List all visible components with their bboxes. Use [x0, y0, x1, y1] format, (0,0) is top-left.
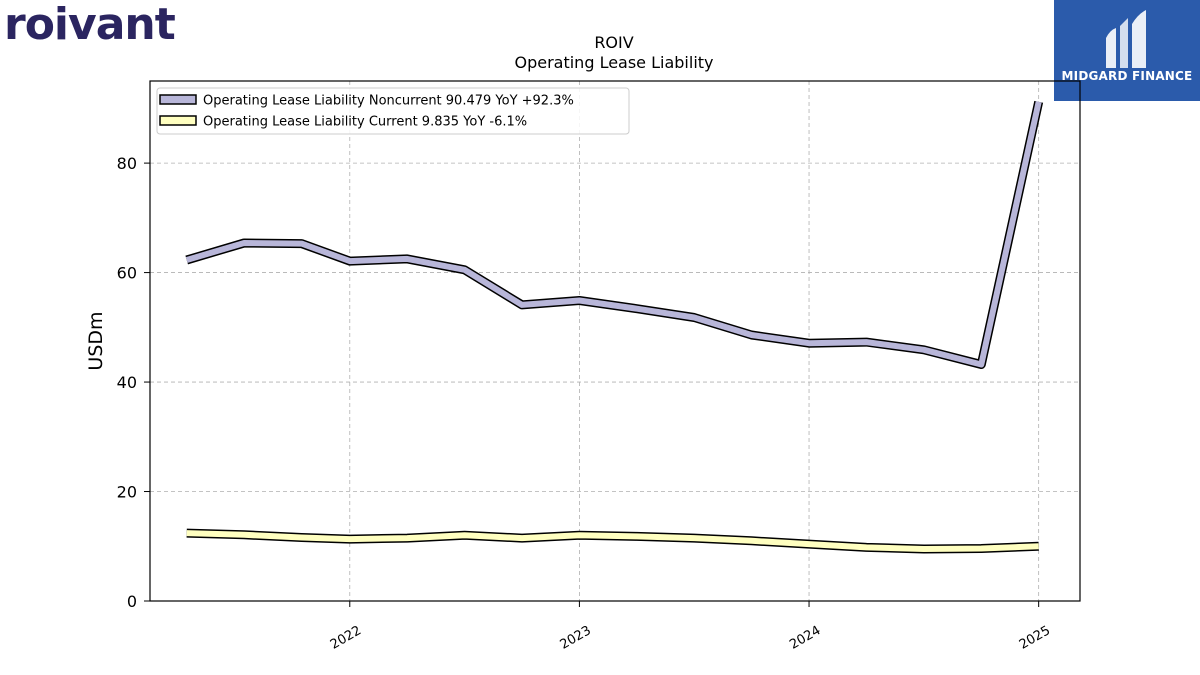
- x-tick-label: 2024: [787, 623, 823, 653]
- legend-swatch-2: [159, 115, 197, 126]
- y-tick-label: 0: [127, 592, 137, 611]
- legend-swatch-1: [159, 94, 197, 105]
- x-tick-label: 2025: [1017, 623, 1053, 653]
- y-tick-label: 20: [117, 483, 137, 502]
- series-line-2: [186, 530, 1039, 552]
- x-tick-label: 2022: [328, 623, 364, 653]
- y-tick-label: 60: [117, 264, 137, 283]
- legend-entry-1: Operating Lease Liability Noncurrent 90.…: [203, 94, 574, 109]
- legend-entry-2: Operating Lease Liability Current 9.835 …: [203, 115, 527, 130]
- y-axis-label: USDm: [85, 311, 107, 370]
- plot-frame: [149, 80, 1081, 602]
- grid: [150, 81, 1080, 601]
- y-tick-label: 40: [117, 373, 137, 392]
- midgard-finance-logo: MIDGARD FINANCE: [1054, 0, 1200, 101]
- legend-box: [156, 87, 630, 135]
- legend: Operating Lease Liability Noncurrent 90.…: [156, 87, 630, 135]
- x-tick-label: 2023: [558, 623, 594, 653]
- chart-subtitle: Operating Lease Liability: [514, 53, 713, 72]
- midgard-emblem-icon: [1106, 10, 1146, 68]
- chart-title: ROIV: [594, 33, 633, 52]
- series-line-1: [185, 101, 1042, 368]
- series-outline-1: [185, 100, 1044, 369]
- brand-name: MIDGARD FINANCE: [1061, 69, 1193, 83]
- series-lines: [185, 100, 1044, 554]
- axes: 0 20 40 60 80 2022 2023 2024 2025: [117, 154, 1053, 653]
- roivant-logo: roivant: [4, 0, 176, 50]
- y-tick-label: 80: [117, 154, 137, 173]
